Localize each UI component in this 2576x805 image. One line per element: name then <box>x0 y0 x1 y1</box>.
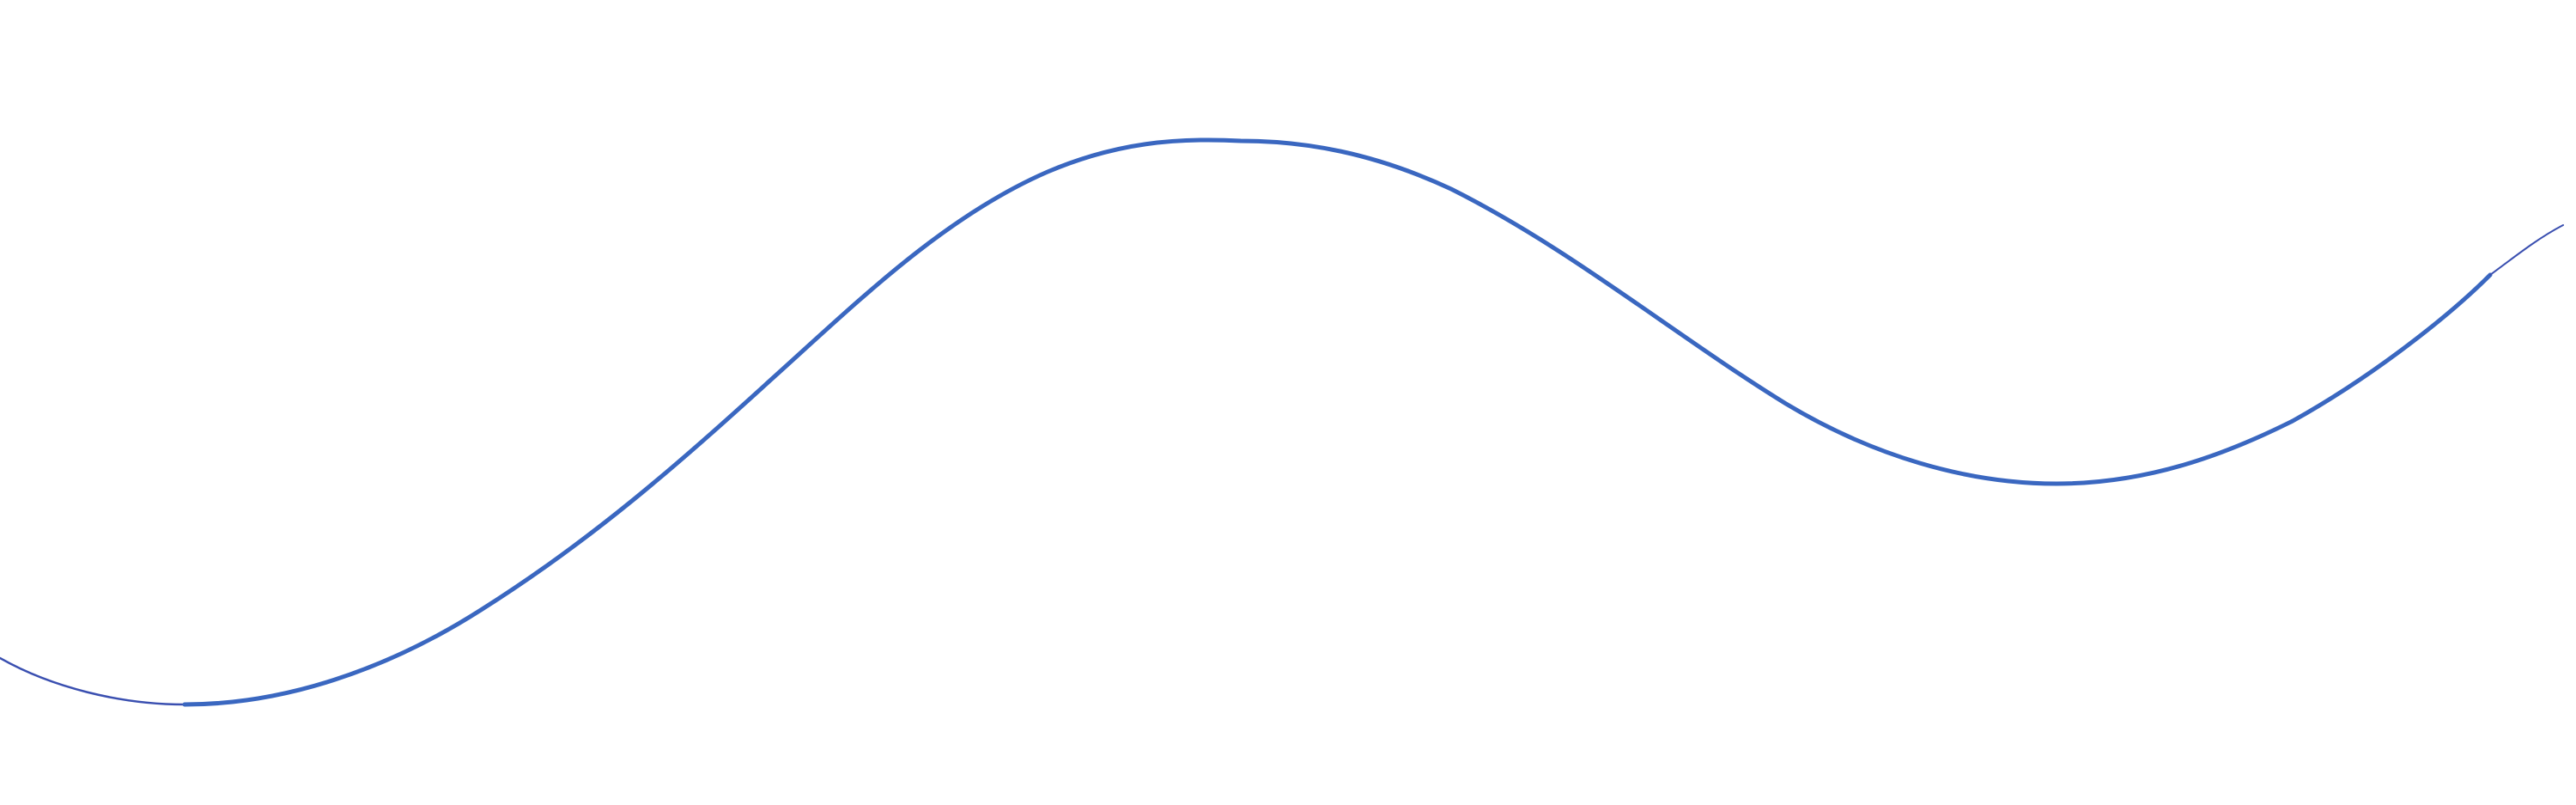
wave-line <box>182 137 2493 707</box>
wave-tail-left <box>0 656 186 706</box>
wave-tail-right <box>2489 224 2564 276</box>
